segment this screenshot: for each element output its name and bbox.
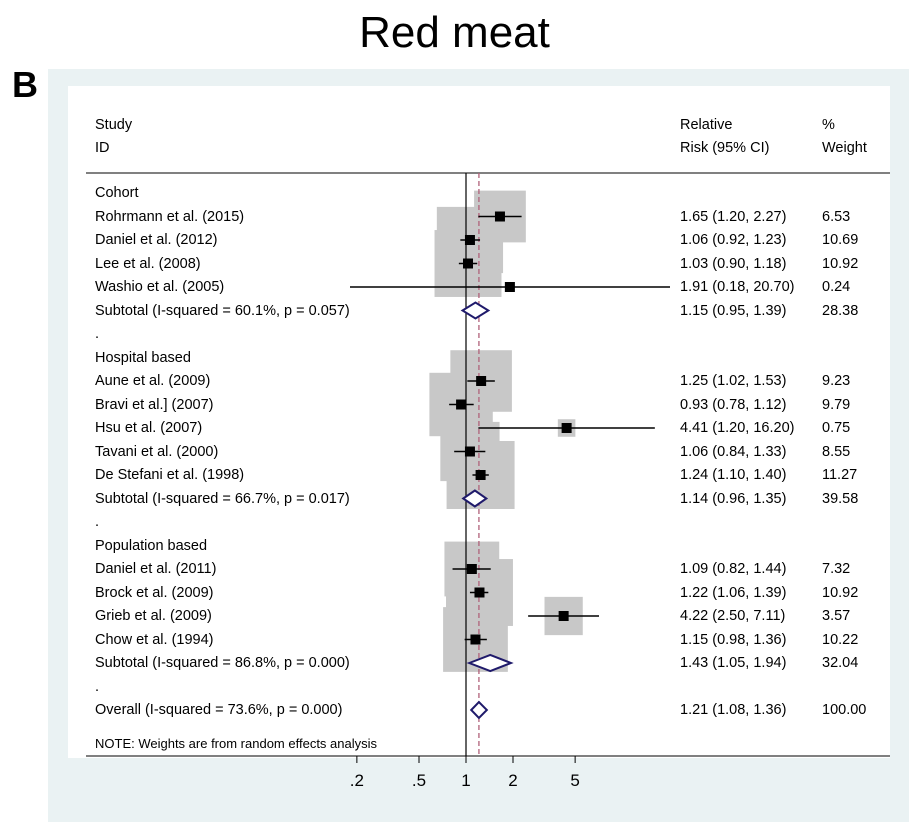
ci-value: 1.43 (1.05, 1.94) [680,655,787,671]
ci-value: 4.22 (2.50, 7.11) [680,608,786,624]
weight-value: 9.79 [822,396,851,413]
point-estimate-marker [470,634,481,645]
ci-value: 4.41 (1.20, 16.20) [680,420,795,436]
weight-value: 0.24 [822,279,851,295]
weight-value: 32.04 [822,655,859,671]
weight-value: 11.27 [822,467,858,483]
weight-value: 6.53 [822,208,851,225]
point-estimate-marker [474,587,485,598]
ci-value: 1.65 (1.20, 2.27) [680,208,787,225]
x-tick-label: 1 [461,771,470,790]
point-estimate-marker [558,611,569,621]
study-label: Lee et al. (2008) [95,255,201,272]
weight-value: 100.00 [822,702,867,718]
subtotal-diamond [460,301,491,320]
group-label: Cohort [95,185,139,201]
point-estimate-marker [456,399,467,410]
subtotal-diamond [466,653,514,673]
overall-diamond [469,700,489,720]
chart-title: Red meat [359,8,550,57]
ci-value: 1.15 (0.95, 1.39) [680,302,787,319]
x-tick-label: 2 [508,771,517,790]
group-label: Population based [95,537,208,554]
spacer-dot: . [95,514,100,530]
ci-value: 1.09 (0.82, 1.44) [680,561,787,577]
study-label: Grieb et al. (2009) [95,608,212,624]
ci-value: 1.25 (1.02, 1.53) [680,373,787,389]
group-label: Hospital based [95,349,191,366]
study-label: Bravi et al.] (2007) [95,396,214,413]
header-id: ID [95,140,110,156]
note-text: NOTE: Weights are from random effects an… [95,736,378,751]
study-label: Rohrmann et al. (2015) [95,208,245,225]
point-estimate-marker [561,423,572,433]
study-label: Daniel et al. (2012) [95,232,218,248]
subtotal-diamond [461,489,489,508]
study-label: Subtotal (I-squared = 66.7%, p = 0.017) [95,490,350,507]
ci-value: 1.06 (0.84, 1.33) [680,443,787,460]
weight-value: 10.92 [822,255,859,272]
study-label: Subtotal (I-squared = 60.1%, p = 0.057) [95,302,350,319]
weight-value: 28.38 [822,302,859,319]
x-tick-label: .2 [350,771,364,790]
study-label: Washio et al. (2005) [95,279,225,295]
ci-value: 1.06 (0.92, 1.23) [680,232,787,248]
study-label: Tavani et al. (2000) [95,443,219,460]
point-estimate-marker [463,258,474,269]
study-label: Subtotal (I-squared = 86.8%, p = 0.000) [95,655,350,671]
study-label: Daniel et al. (2011) [95,561,217,577]
spacer-dot: . [95,678,100,695]
spacer-dot: . [95,326,100,342]
point-estimate-marker [475,470,486,480]
study-label: Hsu et al. (2007) [95,420,203,436]
point-estimate-marker [504,282,515,292]
ci-value: 0.93 (0.78, 1.12) [680,396,787,413]
point-estimate-marker [464,446,475,457]
study-label: Aune et al. (2009) [95,373,211,389]
weight-value: 7.32 [822,561,851,577]
ci-value: 1.03 (0.90, 1.18) [680,255,787,272]
study-label: Overall (I-squared = 73.6%, p = 0.000) [95,702,343,718]
x-tick-label: 5 [570,771,579,790]
point-estimate-marker [464,235,475,245]
ci-value: 1.15 (0.98, 1.36) [680,631,787,648]
weight-value: 9.23 [822,373,851,389]
ci-value: 1.21 (1.08, 1.36) [680,702,787,718]
header-risk-ci: Risk (95% CI) [680,140,770,156]
ci-value: 1.14 (0.96, 1.35) [680,490,787,507]
weight-value: 10.69 [822,232,859,248]
weight-value: 8.55 [822,443,851,460]
ci-value: 1.91 (0.18, 20.70) [680,279,795,295]
point-estimate-marker [494,211,505,222]
study-label: Chow et al. (1994) [95,631,214,648]
weight-value: 10.92 [822,584,859,601]
header-relative: Relative [680,117,733,133]
x-tick-label: .5 [412,771,426,790]
ci-value: 1.22 (1.06, 1.39) [680,584,787,601]
study-label: De Stefani et al. (1998) [95,467,245,483]
weight-value: 0.75 [822,420,851,436]
header-percent: % [822,117,835,133]
panel-label: B [12,64,38,105]
ci-value: 1.24 (1.10, 1.40) [680,467,787,483]
point-estimate-marker [476,376,487,386]
study-label: Brock et al. (2009) [95,584,214,601]
weight-value: 39.58 [822,490,859,507]
header-study: Study [95,117,133,133]
header-weight: Weight [822,140,867,156]
weight-value: 3.57 [822,608,851,624]
weight-value: 10.22 [822,631,859,648]
point-estimate-marker [466,564,477,574]
